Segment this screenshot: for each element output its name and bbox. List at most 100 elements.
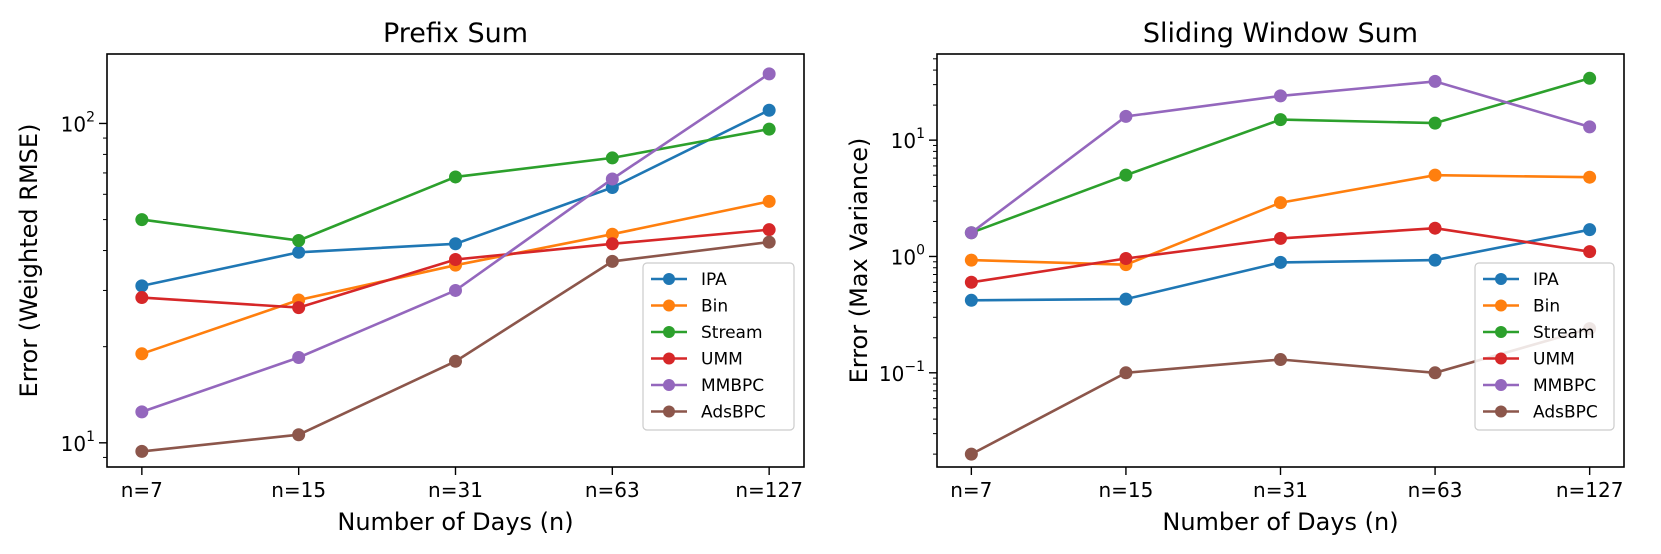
x-tick-label: n=7 (950, 478, 992, 502)
data-point (605, 254, 619, 268)
y-tick-label-base: 10 (61, 432, 86, 456)
data-point (449, 237, 462, 251)
chart-title: Prefix Sum (383, 18, 528, 49)
x-tick-label: n=31 (1253, 478, 1308, 502)
x-tick-label: n=63 (585, 478, 640, 502)
y-tick-label: 100 (891, 242, 925, 269)
x-axis-label: Number of Days (n) (1162, 508, 1398, 536)
data-point (135, 291, 149, 305)
data-point (1583, 245, 1597, 259)
data-point (762, 67, 776, 81)
data-point (762, 194, 776, 208)
y-tick-label-exponent: 2 (86, 109, 95, 125)
legend-label: UMM (701, 350, 743, 370)
legend-swatch-marker (1495, 326, 1507, 338)
legend-label: MMBPC (1533, 376, 1596, 396)
y-tick-label: 101 (61, 429, 95, 456)
x-tick-label: n=63 (1408, 478, 1463, 502)
data-point (1583, 120, 1597, 134)
legend-swatch-marker (1495, 352, 1507, 365)
legend-label: Stream (701, 323, 763, 343)
x-tick-label: n=7 (121, 478, 163, 502)
legend-label: UMM (1533, 350, 1575, 370)
data-point (762, 122, 776, 136)
data-point (449, 252, 462, 266)
legend-label: Bin (1533, 297, 1560, 317)
data-point (1119, 366, 1133, 380)
data-point (1274, 255, 1287, 269)
data-point (1428, 221, 1442, 235)
data-point (1274, 89, 1287, 103)
y-axis-label: Error (Weighted RMSE) (15, 124, 43, 398)
data-point (1274, 196, 1287, 210)
data-point (292, 350, 306, 364)
y-tick-label-exponent: 1 (916, 126, 925, 142)
legend-label: AdsBPC (1533, 403, 1598, 423)
y-tick-label-exponent: −1 (904, 359, 925, 375)
legend-label: IPA (1533, 270, 1559, 290)
legend-item: Stream (651, 323, 763, 343)
data-point (964, 293, 978, 307)
legend-item: UMM (651, 350, 743, 370)
legend-swatch-marker (663, 326, 675, 338)
data-point (1274, 353, 1287, 367)
data-point (135, 213, 149, 227)
data-point (292, 234, 306, 248)
series-ipa (135, 103, 776, 293)
series-mmbpc (964, 74, 1597, 240)
data-point (1119, 109, 1133, 123)
legend-swatch-marker (1495, 273, 1507, 285)
x-tick-label: n=15 (271, 478, 326, 502)
data-point (1274, 231, 1287, 245)
data-point (449, 170, 462, 184)
legend-item: Bin (651, 297, 728, 317)
data-point (605, 227, 619, 241)
legend-item: Stream (1483, 323, 1595, 343)
series-mmbpc (135, 67, 776, 419)
data-point (964, 253, 978, 267)
series-line (971, 173, 1590, 267)
y-tick-label-exponent: 1 (86, 429, 95, 445)
legend-item: IPA (1483, 270, 1559, 290)
legend-item: AdsBPC (1483, 403, 1598, 423)
data-point (292, 301, 306, 315)
legend-swatch-marker (663, 273, 675, 285)
legend-item: MMBPC (651, 376, 764, 396)
y-tick-label-base: 10 (61, 112, 86, 136)
data-point (762, 103, 776, 117)
data-point (449, 354, 462, 368)
data-point (605, 237, 619, 251)
legend-swatch-marker (663, 352, 675, 365)
data-point (292, 245, 306, 259)
x-tick-label: n=15 (1098, 478, 1153, 502)
data-point (1274, 113, 1287, 127)
data-point (1119, 292, 1133, 306)
minor-ticks (103, 137, 107, 458)
data-point (1119, 252, 1133, 266)
data-point (135, 405, 149, 419)
series-bin (964, 168, 1597, 272)
data-point (964, 226, 978, 240)
data-point (964, 447, 978, 461)
data-point (1428, 168, 1442, 182)
y-tick-label: 10−1 (879, 359, 925, 386)
data-point (1428, 366, 1442, 380)
data-point (605, 151, 619, 165)
y-tick-label-exponent: 0 (916, 242, 925, 258)
minor-ticks (933, 58, 937, 455)
series-line (141, 127, 770, 242)
legend-label: Bin (701, 297, 728, 317)
data-point (762, 223, 776, 237)
legend-swatch-marker (663, 299, 675, 312)
data-point (762, 235, 776, 249)
data-point (1428, 116, 1442, 130)
legend: IPA Bin Stream UMM MMBPC AdsBPC (642, 262, 795, 431)
y-tick-label: 101 (891, 126, 925, 153)
data-point (1583, 170, 1597, 184)
legend-item: IPA (651, 270, 727, 290)
data-point (1428, 253, 1442, 267)
y-tick-label-base: 10 (891, 245, 916, 269)
